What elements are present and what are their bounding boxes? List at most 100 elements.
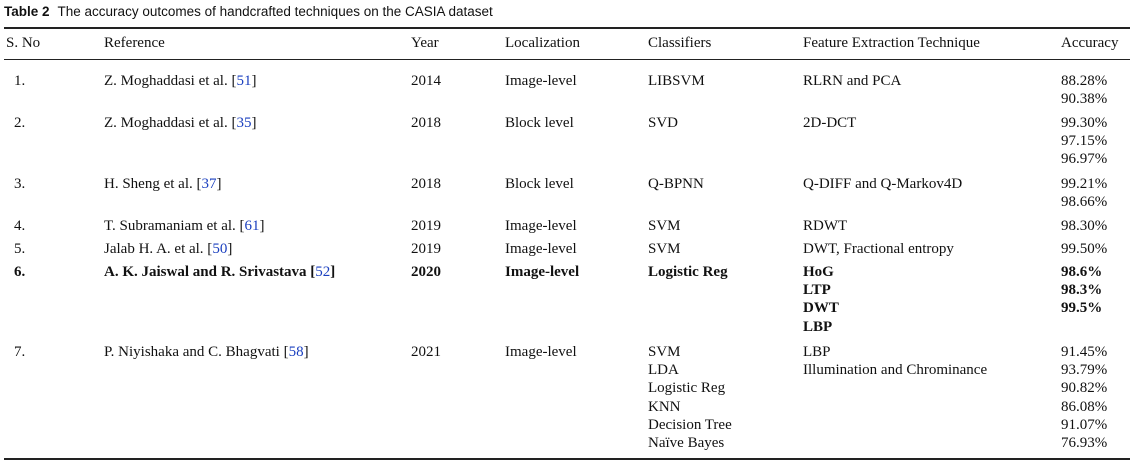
citation-link[interactable]: 61	[244, 218, 260, 234]
header-feature: Feature Extraction Technique	[803, 35, 980, 51]
citation-link[interactable]: 52	[315, 264, 331, 280]
reference-text: Z. Moghaddasi et al. [35]	[104, 114, 256, 132]
year-cell: 2014	[411, 72, 441, 90]
localization-cell: Image-level	[505, 263, 579, 281]
citation-link[interactable]: 50	[212, 241, 228, 257]
classifiers-cell: Logistic Reg	[648, 263, 728, 281]
year-text: 2020	[411, 264, 441, 280]
feature-cell: RLRN and PCA	[803, 72, 901, 90]
accuracy-value: 90.38%	[1061, 91, 1108, 108]
feature-item: RDWT	[803, 218, 848, 234]
year-text: 2018	[411, 176, 441, 192]
reference-cell: A. K. Jaiswal and R. Srivastava [52]	[104, 263, 335, 281]
reference-bracket: ]	[227, 241, 233, 257]
accuracy-cell: 88.28% 90.38%	[1061, 72, 1107, 108]
year-text: 2018	[411, 115, 441, 131]
feature-item: LBP	[803, 318, 833, 335]
feature-item: Q-DIFF and Q-Markov4D	[803, 176, 963, 192]
classifier-item: LDA	[648, 362, 679, 379]
feature-cell: 2D-DCT	[803, 114, 856, 132]
accuracy-value: 99.30%	[1061, 115, 1108, 131]
feature-item: RLRN and PCA	[803, 73, 902, 89]
classifiers-cell: SVM	[648, 240, 681, 258]
reference-text: Z. Moghaddasi et al. [51]	[104, 72, 256, 90]
reference-author: A. K. Jaiswal and R. Srivastava [	[104, 264, 316, 280]
classifiers-cell: LIBSVM	[648, 72, 705, 90]
sno-text: 3.	[14, 176, 26, 192]
localization-cell: Image-level	[505, 240, 577, 258]
feature-item: LTP	[803, 282, 831, 299]
year-cell: 2018	[411, 175, 441, 193]
header-classifiers: Classifiers	[648, 35, 712, 51]
classifier-item: LIBSVM	[648, 73, 705, 89]
year-cell: 2019	[411, 217, 441, 235]
reference-cell: Z. Moghaddasi et al. [35]	[104, 114, 256, 132]
year-cell: 2018	[411, 114, 441, 132]
year-text: 2019	[411, 218, 441, 234]
table-title: The accuracy outcomes of handcrafted tec…	[57, 4, 493, 19]
citation-link[interactable]: 58	[288, 344, 304, 360]
row-number: 5.	[14, 240, 25, 258]
top-rule	[4, 27, 1130, 29]
feature-item: DWT	[803, 300, 839, 317]
sno-text: 2.	[14, 115, 26, 131]
accuracy-value: 76.93%	[1061, 434, 1108, 451]
header-reference: Reference	[104, 35, 165, 51]
accuracy-value: 99.21%	[1061, 176, 1108, 192]
accuracy-cell: 98.6% 98.3% 99.5%	[1061, 263, 1102, 318]
year-cell: 2021	[411, 343, 441, 361]
localization-cell: Block level	[505, 114, 574, 132]
classifiers-cell: SVM LDA Logistic Reg KNN Decision Tree Naïve …	[648, 343, 732, 452]
reference-bracket: ]	[251, 115, 257, 131]
localization-cell: Image-level	[505, 217, 577, 235]
header-accuracy: Accuracy	[1061, 35, 1119, 51]
feature-item: Illumination and Chrominance	[803, 362, 988, 379]
feature-cell: Q-DIFF and Q-Markov4D	[803, 175, 962, 193]
classifier-item: SVM	[648, 344, 681, 360]
accuracy-value: 91.07%	[1061, 416, 1108, 433]
year-cell: 2020	[411, 263, 441, 281]
feature-item: DWT, Fractional entropy	[803, 241, 954, 257]
citation-link[interactable]: 37	[201, 176, 217, 192]
reference-text: T. Subramaniam et al. [61]	[104, 217, 265, 235]
bottom-rule	[4, 458, 1130, 460]
reference-author: T. Subramaniam et al. [	[104, 218, 245, 234]
sno-text: 1.	[14, 73, 26, 89]
localization-text: Image-level	[505, 73, 577, 89]
accuracy-value: 98.30%	[1061, 218, 1108, 234]
feature-cell: LBP Illumination and Chrominance	[803, 343, 987, 379]
accuracy-value: 91.45%	[1061, 344, 1108, 360]
feature-item: HoG	[803, 264, 834, 280]
classifier-item: SVM	[648, 218, 681, 234]
reference-cell: Jalab H. A. et al. [50]	[104, 240, 232, 258]
year-text: 2014	[411, 73, 441, 89]
row-number: 2.	[14, 114, 25, 132]
localization-text: Image-level	[505, 344, 577, 360]
sno-text: 7.	[14, 344, 26, 360]
classifier-item: Naïve Bayes	[648, 434, 725, 451]
row-number: 3.	[14, 175, 25, 193]
classifiers-cell: SVM	[648, 217, 681, 235]
reference-bracket: ]	[216, 176, 222, 192]
accuracy-value: 90.82%	[1061, 380, 1108, 397]
reference-bracket: ]	[259, 218, 265, 234]
reference-author: Z. Moghaddasi et al. [	[104, 115, 237, 131]
reference-cell: T. Subramaniam et al. [61]	[104, 217, 265, 235]
localization-text: Image-level	[505, 264, 580, 280]
accuracy-cell: 91.45% 93.79% 90.82% 86.08% 91.07% 76.93%	[1061, 343, 1107, 452]
localization-text: Block level	[505, 115, 574, 131]
localization-cell: Block level	[505, 175, 574, 193]
accuracy-cell: 98.30%	[1061, 217, 1107, 235]
reference-bracket: ]	[251, 73, 257, 89]
accuracy-value: 99.5%	[1061, 300, 1103, 317]
table-label: Table 2	[4, 4, 50, 19]
localization-text: Image-level	[505, 218, 577, 234]
accuracy-value: 96.97%	[1061, 151, 1108, 168]
reference-author: Jalab H. A. et al. [	[104, 241, 213, 257]
citation-link[interactable]: 51	[236, 73, 252, 89]
table-caption: Table 2 The accuracy outcomes of handcraf…	[4, 3, 493, 21]
classifier-item: Logistic Reg	[648, 380, 726, 397]
header-rule	[4, 59, 1130, 60]
citation-link[interactable]: 35	[236, 115, 252, 131]
row-number: 6.	[14, 263, 25, 281]
